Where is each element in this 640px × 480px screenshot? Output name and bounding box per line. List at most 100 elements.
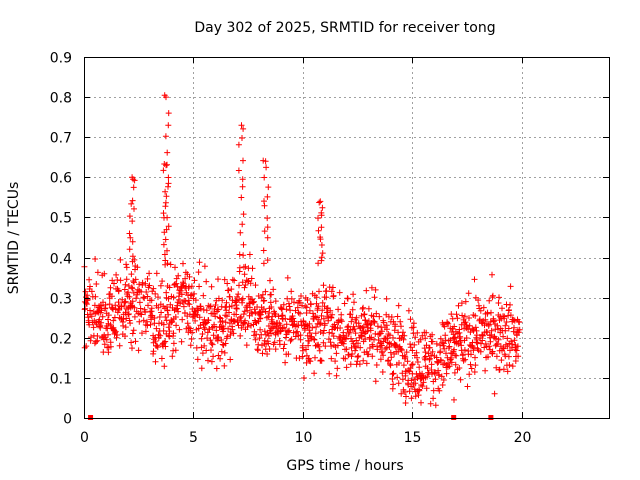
data-point: [359, 305, 366, 312]
data-point: [98, 307, 105, 314]
data-point: [236, 251, 243, 258]
data-point: [244, 324, 251, 330]
data-point: [259, 291, 266, 298]
data-point: [128, 339, 135, 346]
data-point: [490, 318, 497, 325]
data-point: [500, 345, 507, 351]
x-tick-label: 15: [404, 430, 422, 446]
data-point: [165, 223, 172, 230]
y-tick-label: 0.8: [50, 91, 72, 107]
data-point: [172, 264, 178, 271]
data-point: [148, 297, 155, 304]
data-point: [163, 289, 170, 296]
data-point: [472, 354, 478, 361]
data-point: [499, 305, 505, 312]
data-point: [336, 289, 343, 296]
data-point: [130, 184, 137, 191]
data-point: [319, 307, 326, 314]
data-point: [317, 236, 324, 243]
data-point: [180, 280, 187, 287]
data-point: [500, 333, 507, 340]
y-tick-label: 0.3: [50, 292, 72, 308]
data-point: [505, 353, 512, 360]
data-point: [371, 318, 378, 325]
data-point: [240, 125, 247, 132]
data-point: [316, 199, 323, 206]
data-point: [262, 158, 269, 165]
data-point: [160, 241, 167, 248]
data-point: [261, 202, 268, 209]
data-point: [266, 346, 273, 352]
data-point: [443, 370, 450, 377]
data-point: [407, 365, 414, 372]
data-point: [213, 365, 220, 372]
data-point: [263, 164, 270, 171]
data-point: [341, 300, 348, 307]
data-point: [397, 345, 404, 352]
data-point: [327, 339, 334, 346]
data-point: [141, 295, 148, 302]
data-point: [262, 288, 269, 295]
data-point: [439, 382, 446, 388]
data-point: [255, 293, 262, 299]
data-point: [479, 337, 486, 344]
data-point: [131, 177, 138, 184]
data-point: [165, 174, 172, 181]
data-point: [288, 295, 295, 302]
data-point: [299, 353, 306, 360]
data-point: [128, 284, 135, 291]
data-point: [369, 353, 376, 360]
data-point: [128, 271, 135, 278]
data-point: [127, 234, 134, 241]
data-point: [412, 334, 419, 341]
data-point: [261, 228, 268, 235]
data-point: [375, 337, 382, 343]
data-point: [233, 305, 240, 312]
x-axis-label: GPS time / hours: [286, 458, 403, 474]
data-point: [390, 381, 397, 388]
data-point: [317, 357, 324, 364]
data-point: [325, 336, 332, 343]
data-point: [184, 320, 191, 327]
data-point: [376, 313, 383, 320]
data-point: [388, 354, 395, 361]
data-point: [164, 149, 171, 156]
data-point: [394, 313, 401, 320]
data-point: [438, 373, 445, 380]
data-point: [388, 314, 395, 320]
data-point: [371, 294, 378, 301]
data-point: [272, 346, 279, 353]
data-point: [196, 314, 203, 321]
data-point: [358, 312, 365, 319]
data-point: [242, 282, 249, 288]
data-point: [198, 335, 205, 342]
data-point: [195, 325, 202, 332]
data-point: [116, 342, 123, 349]
data-point: [426, 355, 433, 362]
data-point: [401, 332, 408, 339]
data-point: [460, 351, 466, 358]
data-point: [175, 272, 182, 279]
data-point: [496, 294, 502, 301]
data-point: [281, 324, 287, 331]
data-point: [125, 289, 132, 296]
data-point: [192, 317, 199, 324]
data-point: [235, 141, 242, 148]
data-point: [215, 295, 222, 302]
data-point: [251, 298, 257, 305]
data-point: [239, 221, 246, 228]
data-point: [268, 330, 274, 337]
data-point: [107, 343, 114, 350]
data-point: [208, 347, 214, 354]
data-point: [263, 314, 270, 321]
data-point: [414, 354, 420, 361]
data-point: [165, 110, 172, 117]
data-point: [144, 275, 151, 282]
data-point: [105, 349, 112, 356]
data-point: [186, 273, 193, 280]
data-point: [323, 294, 330, 301]
baseline-marker: [88, 415, 94, 420]
data-point: [402, 400, 409, 406]
data-point: [427, 400, 434, 407]
data-point: [196, 283, 203, 290]
